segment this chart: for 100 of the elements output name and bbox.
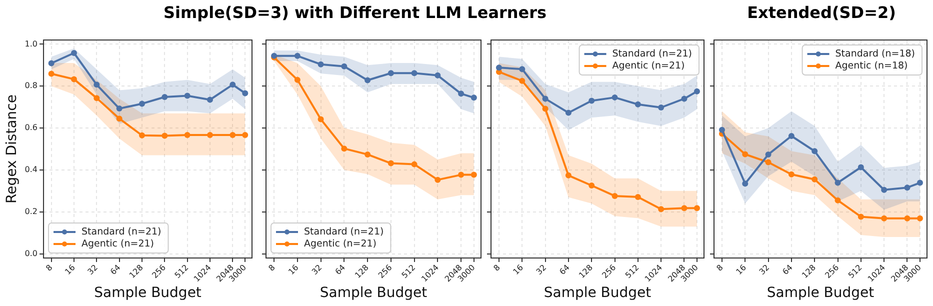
point xyxy=(718,126,725,133)
y-tick-label: 0.0 xyxy=(24,248,38,258)
x-axis-title: Sample Budget xyxy=(94,285,202,302)
x-tick-label: 128 xyxy=(800,262,818,280)
x-axis-title: Sample Budget xyxy=(544,285,652,302)
point xyxy=(658,104,664,110)
y-axis-title: Regex Distance xyxy=(4,94,20,204)
x-axis-title: Sample Budget xyxy=(320,285,428,302)
point xyxy=(542,96,548,102)
point xyxy=(788,171,794,178)
point xyxy=(318,116,324,122)
point xyxy=(812,176,818,182)
x-tick-label: 32 xyxy=(86,262,100,276)
point xyxy=(388,70,394,76)
y-tick-label: 1.0 xyxy=(24,39,38,48)
x-tick-label: 128 xyxy=(128,262,145,280)
x-tick-label: 64 xyxy=(780,262,794,276)
point xyxy=(881,215,888,222)
chart-title: Extended(SD=2) xyxy=(746,2,897,24)
point xyxy=(458,172,464,178)
point xyxy=(434,176,441,183)
legend-label: Agentic (n=21) xyxy=(304,238,376,250)
point xyxy=(341,146,348,152)
point xyxy=(904,215,910,222)
point xyxy=(138,100,145,107)
point xyxy=(48,70,54,77)
point xyxy=(588,98,595,104)
point xyxy=(71,50,77,56)
x-tick-label: 128 xyxy=(353,262,370,280)
point xyxy=(230,82,236,88)
x-tick-label: 32 xyxy=(534,262,548,276)
point xyxy=(294,52,300,59)
x-tick-label: 16 xyxy=(63,262,77,276)
point xyxy=(364,151,371,158)
point xyxy=(162,94,168,100)
point xyxy=(116,116,122,122)
point xyxy=(364,77,371,84)
point xyxy=(658,206,664,212)
x-tick-label: 8 xyxy=(714,262,725,273)
point xyxy=(138,132,145,138)
point xyxy=(834,197,841,204)
point xyxy=(411,70,418,76)
point xyxy=(681,96,688,102)
x-tick-label: 64 xyxy=(558,262,572,276)
point xyxy=(71,76,77,82)
text: Simple(SD=3) with Different LLM Learners xyxy=(162,2,548,24)
point xyxy=(94,95,100,102)
point xyxy=(458,90,464,97)
point xyxy=(184,132,190,138)
point xyxy=(116,106,122,112)
x-tick-label: 512 xyxy=(173,262,190,280)
point xyxy=(765,151,772,158)
point xyxy=(162,132,168,139)
point xyxy=(742,180,748,187)
x-tick-label: 32 xyxy=(310,262,324,276)
x-tick-label: 64 xyxy=(108,262,122,276)
legend-label: Standard (n=21) xyxy=(82,226,162,238)
point xyxy=(519,66,526,72)
x-tick-label: 512 xyxy=(846,262,864,280)
point xyxy=(834,180,841,186)
x-tick-label: 32 xyxy=(758,262,772,276)
legend-label: Standard (n=21) xyxy=(612,48,692,60)
point xyxy=(881,186,888,193)
point xyxy=(94,82,100,88)
point xyxy=(565,110,572,116)
point xyxy=(206,132,213,138)
point xyxy=(411,161,418,168)
point xyxy=(434,72,441,78)
point xyxy=(48,60,54,66)
point xyxy=(634,194,641,200)
point xyxy=(858,214,864,220)
x-tick-label: 8 xyxy=(44,262,54,273)
point xyxy=(496,64,502,71)
x-tick-label: 16 xyxy=(734,262,748,276)
point xyxy=(341,63,348,70)
point xyxy=(565,172,572,178)
point xyxy=(612,192,618,199)
y-tick-label: 0.8 xyxy=(24,81,38,90)
point xyxy=(765,159,772,166)
point xyxy=(788,133,794,140)
point xyxy=(634,101,641,108)
point xyxy=(230,132,236,138)
point xyxy=(388,160,394,166)
point xyxy=(294,76,300,83)
point xyxy=(812,148,818,154)
point xyxy=(904,184,910,191)
legend-label: Standard (n=18) xyxy=(835,48,916,60)
point xyxy=(519,78,526,84)
legend-label: Agentic (n=21) xyxy=(82,238,154,250)
point xyxy=(681,205,688,212)
point xyxy=(742,151,748,158)
x-axis-title: Sample Budget xyxy=(766,285,875,302)
legend-label: Standard (n=21) xyxy=(304,226,384,238)
y-tick-label: 0.2 xyxy=(24,206,38,216)
point xyxy=(588,182,595,188)
point xyxy=(612,94,618,100)
y-tick-label: 0.4 xyxy=(24,165,38,174)
point xyxy=(858,164,864,170)
legend-label: Agentic (n=21) xyxy=(612,60,685,72)
point xyxy=(318,61,324,68)
